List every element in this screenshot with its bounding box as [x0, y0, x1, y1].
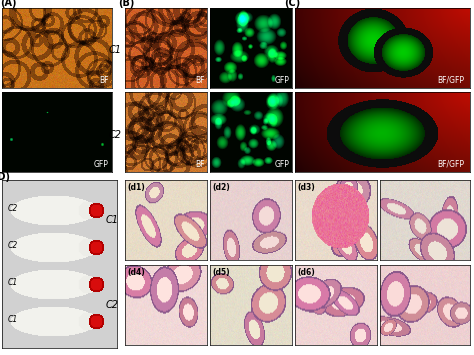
Text: (d6): (d6)	[298, 268, 315, 277]
Text: (d1): (d1)	[128, 183, 145, 192]
Text: BF/GFP: BF/GFP	[438, 160, 465, 169]
Text: C2: C2	[8, 204, 18, 213]
Text: (d3): (d3)	[298, 183, 315, 192]
Text: (d4): (d4)	[128, 268, 145, 277]
Text: BF: BF	[99, 76, 109, 85]
Text: (D): (D)	[0, 171, 10, 182]
Text: C1: C1	[106, 215, 119, 225]
Text: BF: BF	[195, 76, 205, 85]
Text: C2: C2	[8, 241, 18, 250]
Text: C2: C2	[106, 300, 119, 310]
Text: (B): (B)	[118, 0, 135, 9]
Text: C1: C1	[8, 315, 18, 324]
Text: GFP: GFP	[274, 76, 290, 85]
Text: GFP: GFP	[274, 160, 290, 169]
Text: BF: BF	[195, 160, 205, 169]
Text: (d2): (d2)	[212, 183, 230, 192]
Text: BF/GFP: BF/GFP	[438, 76, 465, 85]
Text: C1: C1	[109, 45, 121, 55]
Text: C1: C1	[8, 278, 18, 287]
Text: C2: C2	[109, 130, 121, 140]
Text: (A): (A)	[0, 0, 16, 9]
Text: GFP: GFP	[94, 160, 109, 169]
Text: (C): (C)	[284, 0, 301, 9]
Text: (d5): (d5)	[212, 268, 230, 277]
